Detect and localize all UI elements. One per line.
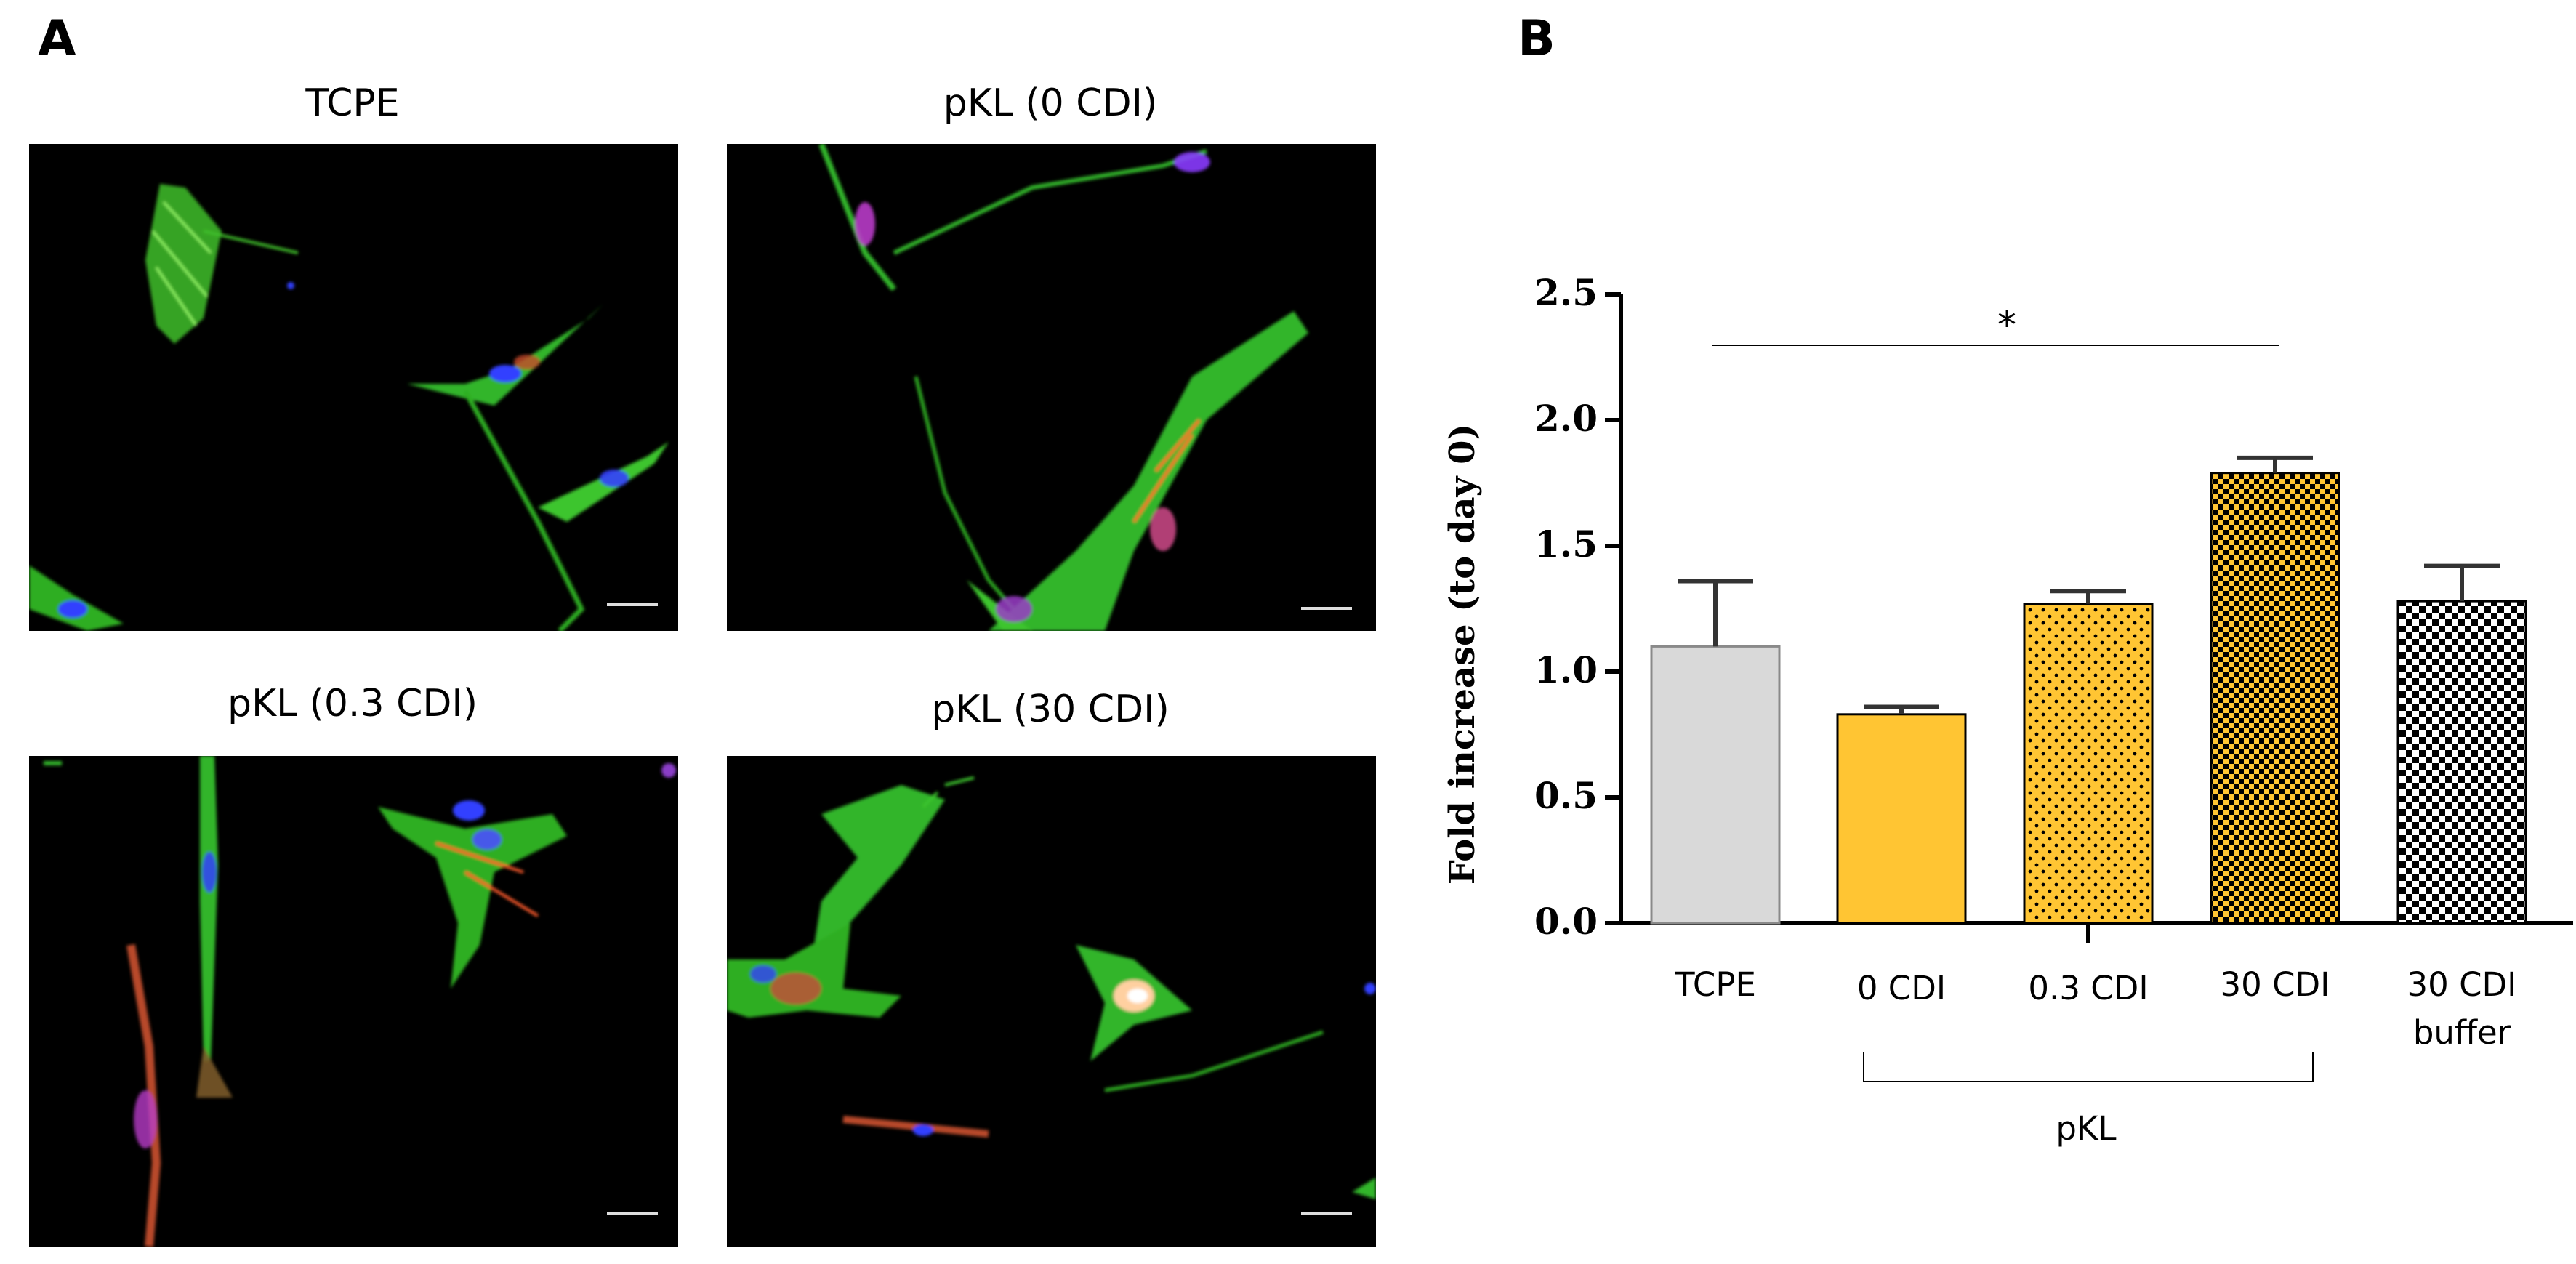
bar-2 — [2023, 603, 2154, 925]
micrograph-title-tcpe: TCPE — [305, 81, 400, 125]
x-label-tcpe: TCPE — [1674, 965, 1756, 1004]
x-label-03-cdi: 0.3 CDI — [2028, 969, 2148, 1007]
panel-a-letter: A — [38, 10, 76, 68]
x-label-30-cdi: 30 CDI — [2221, 965, 2330, 1004]
micrograph-pkl-0 — [727, 144, 1376, 631]
micrograph-title-pkl-03: pKL (0.3 CDI) — [227, 682, 478, 725]
pkl-group-bracket — [1863, 1052, 2314, 1082]
micrograph-pkl-30 — [727, 756, 1376, 1247]
y-tick-label-2: 1.0 — [1534, 648, 1598, 691]
micrograph-tcpe — [29, 144, 678, 631]
bar-4 — [2396, 600, 2527, 925]
y-tick-label-3: 1.5 — [1534, 523, 1598, 565]
bar-1 — [1836, 713, 1967, 925]
bar-3 — [2210, 472, 2340, 925]
y-tick-label-5: 2.5 — [1534, 271, 1598, 314]
x-label-30-cdi-buffer-line2: buffer — [2413, 1013, 2511, 1052]
x-label-0-cdi: 0 CDI — [1857, 969, 1946, 1007]
pkl-group-label: pKL — [2056, 1109, 2116, 1148]
panel-b-letter: B — [1518, 10, 1555, 68]
y-tick-label-1: 0.5 — [1534, 774, 1598, 817]
x-label-30-cdi-buffer: 30 CDI — [2407, 965, 2517, 1004]
y-tick-label-0: 0.0 — [1534, 900, 1598, 943]
micrograph-pkl-03 — [29, 756, 678, 1247]
y-axis-label: Fold increase (to day 0) — [1442, 424, 1483, 885]
micrograph-title-pkl-0: pKL (0 CDI) — [943, 81, 1158, 125]
bar-0 — [1650, 645, 1781, 925]
significance-star: * — [1997, 304, 2016, 347]
bar-chart: Fold increase (to day 0) 0.0 0.5 1.0 1.5… — [1425, 240, 2576, 1185]
micrograph-title-pkl-30: pKL (30 CDI) — [931, 688, 1170, 731]
y-tick-label-4: 2.0 — [1534, 397, 1598, 440]
